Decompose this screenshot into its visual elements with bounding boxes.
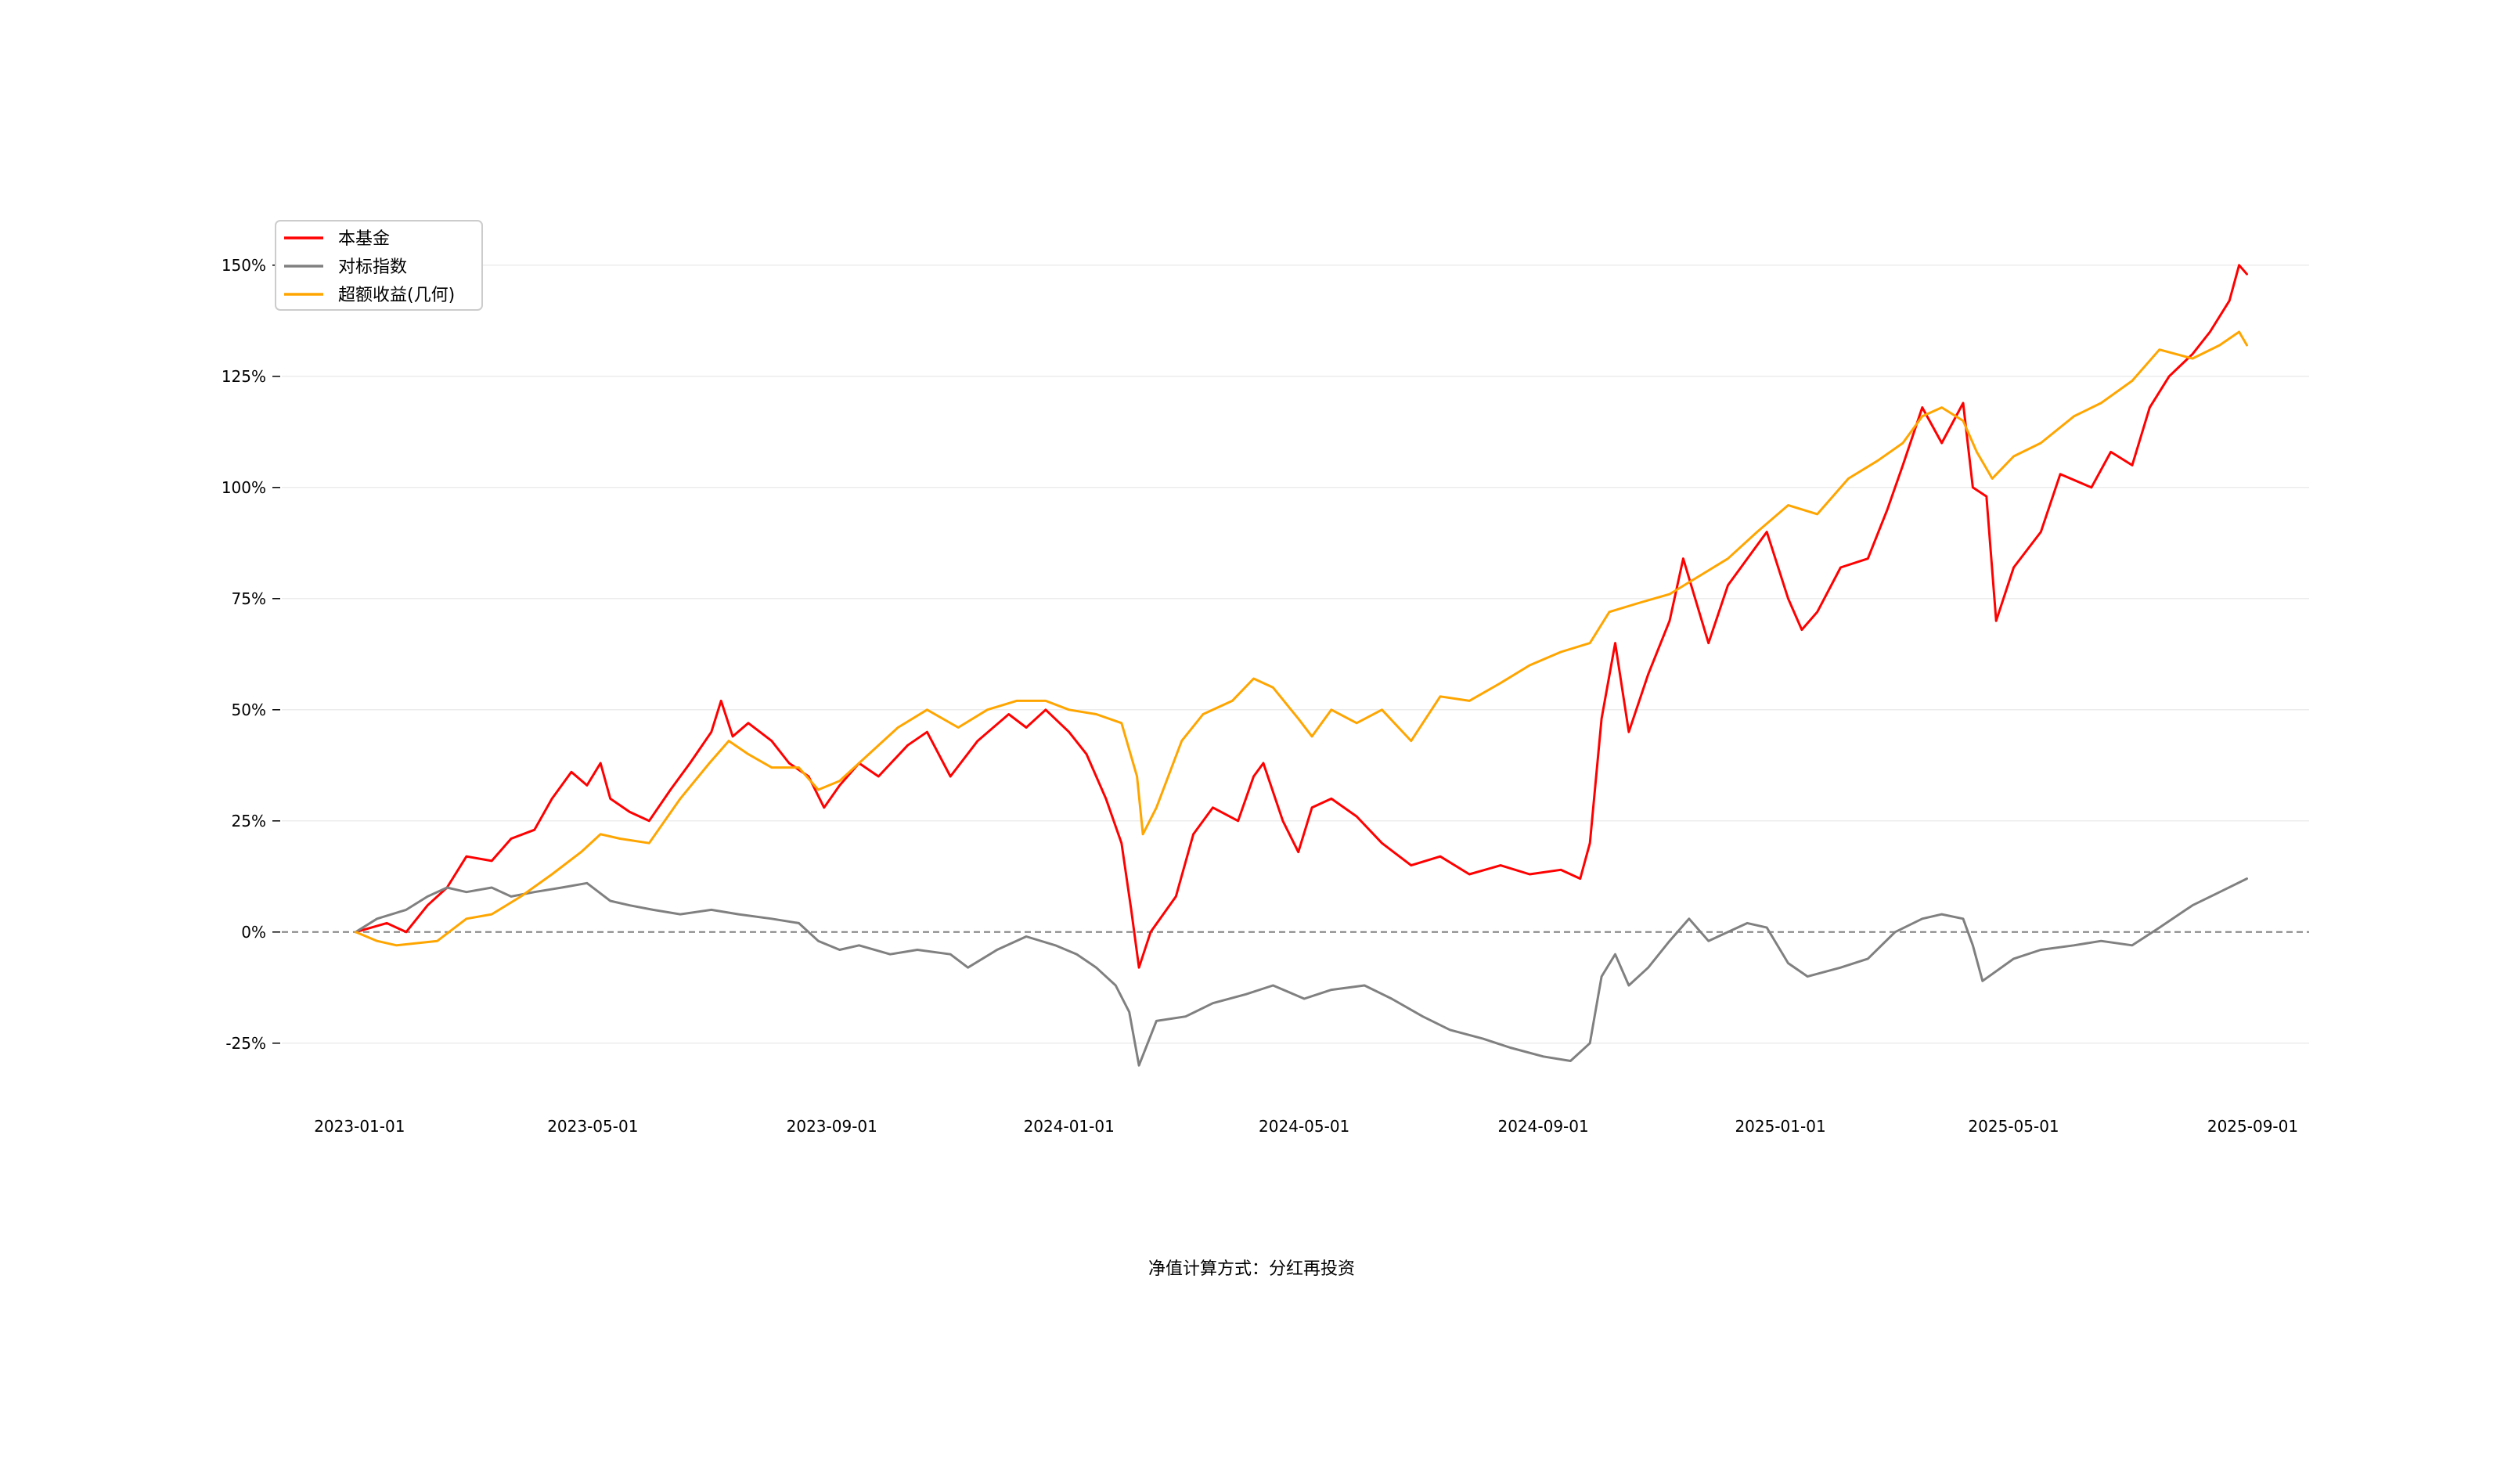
y-tick-label: 150% [222,256,266,275]
series-line-2 [354,877,2248,1067]
footnote: 净值计算方式：分红再投资 [1148,1259,1355,1279]
x-tick-label: 2024-01-01 [1024,1117,1115,1136]
y-tick-label: 0% [241,923,266,942]
legend-label: 对标指数 [338,258,407,277]
y-axis: -25% 0% 25% 50% 75% 100% 125% 150% [222,256,280,1053]
y-tick-label: 50% [232,701,266,719]
series-lines [354,264,2248,1067]
y-tick-label: 125% [222,367,266,386]
legend-label: 本基金 [338,229,390,249]
y-tick-label: 25% [232,812,266,830]
y-tick-label: 100% [222,478,266,497]
x-tick-label: 2023-01-01 [314,1117,405,1136]
x-tick-label: 2023-09-01 [787,1117,877,1136]
y-tick-label: -25% [225,1034,266,1053]
legend-label: 超额收益(几何) [338,286,455,305]
y-tick-label: 75% [232,589,266,608]
x-tick-label: 2024-09-01 [1497,1117,1588,1136]
x-tick-label: 2025-05-01 [1968,1117,2059,1136]
x-tick-label: 2025-09-01 [2207,1117,2298,1136]
x-tick-label: 2025-01-01 [1735,1117,1825,1136]
legend-frame [275,220,483,311]
x-tick-label: 2023-05-01 [547,1117,638,1136]
x-tick-label: 2024-05-01 [1259,1117,1349,1136]
gridlines [282,265,2309,1044]
series-line-3 [354,330,2248,947]
x-axis: 2023-01-01 2023-05-01 2023-09-01 2024-01-01… [314,1117,2298,1136]
